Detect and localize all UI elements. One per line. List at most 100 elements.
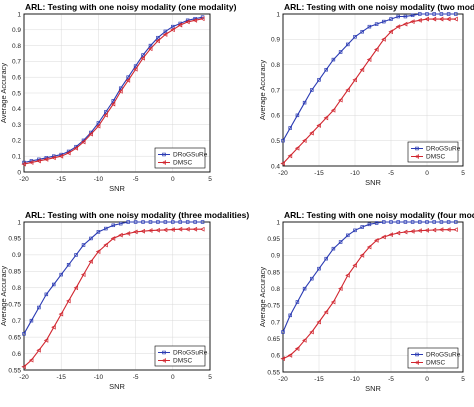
data-point-drgsure: [389, 220, 393, 224]
data-point-dmsc: [424, 227, 429, 233]
data-point-drgsure: [439, 220, 444, 224]
data-point-drgsure: [374, 221, 379, 225]
y-tick-label: 0.7: [12, 59, 21, 66]
data-point-drgsure: [295, 300, 300, 304]
data-point-dmsc: [103, 242, 108, 248]
data-point-dmsc: [366, 57, 372, 62]
data-point-dmsc: [140, 55, 145, 61]
series-line-drgsure: [23, 221, 203, 335]
data-point-dmsc: [118, 232, 123, 238]
legend-marker-drgsure: [415, 146, 419, 151]
data-point-drgsure: [281, 138, 285, 143]
data-point-dmsc: [431, 16, 437, 22]
data-point-drgsure: [295, 113, 300, 118]
data-point-drgsure: [382, 19, 386, 24]
data-point-drgsure: [353, 228, 357, 233]
data-point-dmsc: [192, 17, 198, 23]
data-point-dmsc: [28, 357, 34, 363]
x-axis-label: SNR: [365, 178, 381, 187]
x-tick-label: 0: [171, 374, 175, 381]
data-point-drgsure: [193, 220, 197, 224]
data-point-dmsc: [316, 319, 321, 325]
data-point-drgsure: [396, 220, 400, 224]
data-point-dmsc: [388, 29, 393, 35]
y-tick-label: 0.8: [12, 285, 21, 292]
y-tick-label: 1: [17, 11, 21, 18]
data-point-dmsc: [21, 161, 26, 167]
data-point-drgsure: [156, 220, 160, 224]
data-point-dmsc: [323, 115, 329, 121]
data-point-dmsc: [410, 228, 415, 234]
y-tick-label: 0.5: [12, 90, 21, 97]
x-tick-label: -20: [278, 376, 288, 383]
data-point-dmsc: [417, 228, 422, 234]
data-point-dmsc: [51, 155, 56, 161]
data-point-dmsc: [58, 311, 64, 317]
legend-label: DMSC: [426, 360, 445, 367]
data-point-drgsure: [360, 225, 364, 229]
data-point-drgsure: [346, 233, 350, 238]
data-point-drgsure: [367, 222, 372, 227]
data-point-dmsc: [73, 145, 79, 151]
data-point-drgsure: [148, 43, 153, 48]
x-tick-label: -10: [350, 170, 360, 177]
legend-label: DRᴏGSuRe: [426, 352, 461, 359]
data-point-drgsure: [126, 75, 130, 79]
data-point-drgsure: [171, 220, 175, 224]
data-point-dmsc: [66, 298, 71, 304]
legend-marker-dmsc: [414, 360, 419, 365]
data-point-dmsc: [453, 227, 458, 233]
data-point-dmsc: [294, 145, 300, 151]
y-tick-label: 1: [276, 219, 280, 226]
data-point-dmsc: [330, 107, 336, 113]
legend-marker-dmsc: [414, 154, 419, 159]
legend-label: DMSC: [173, 160, 192, 167]
data-point-drgsure: [59, 272, 63, 277]
data-point-drgsure: [331, 246, 336, 251]
y-axis-label: Average Accuracy: [0, 63, 8, 124]
series-line-dmsc: [282, 18, 456, 164]
y-tick-label: 0.8: [12, 43, 21, 50]
data-point-drgsure: [324, 67, 328, 72]
data-point-drgsure: [410, 220, 415, 224]
data-point-dmsc: [352, 77, 357, 83]
x-tick-label: 5: [208, 374, 212, 381]
y-tick-label: 0.7: [271, 87, 280, 94]
data-point-dmsc: [302, 337, 307, 343]
data-point-drgsure: [52, 282, 56, 287]
data-point-dmsc: [352, 262, 357, 268]
x-axis-label: SNR: [109, 184, 125, 193]
data-point-drgsure: [111, 223, 116, 228]
data-point-dmsc: [51, 324, 56, 330]
data-point-drgsure: [96, 230, 101, 234]
data-point-drgsure: [403, 14, 408, 19]
y-tick-label: 1: [17, 219, 21, 226]
data-point-drgsure: [324, 256, 328, 261]
data-point-drgsure: [302, 286, 307, 291]
data-point-dmsc: [345, 272, 350, 278]
x-axis-label: SNR: [365, 384, 381, 393]
data-point-drgsure: [104, 110, 108, 114]
data-point-dmsc: [309, 329, 314, 335]
data-point-dmsc: [302, 138, 307, 144]
x-tick-label: -5: [133, 374, 139, 381]
data-point-drgsure: [382, 220, 386, 224]
data-point-dmsc: [43, 338, 49, 343]
data-point-drgsure: [178, 220, 182, 224]
data-point-dmsc: [133, 229, 138, 235]
data-point-dmsc: [431, 227, 437, 233]
data-point-drgsure: [288, 313, 292, 318]
y-tick-label: 0.95: [267, 236, 280, 243]
data-point-dmsc: [133, 66, 138, 72]
data-point-drgsure: [425, 220, 429, 224]
y-tick-label: 0.55: [8, 367, 21, 374]
y-tick-label: 0.6: [12, 351, 21, 358]
data-point-dmsc: [118, 89, 123, 94]
y-tick-label: 0.5: [271, 138, 280, 145]
data-point-dmsc: [294, 346, 300, 352]
data-point-dmsc: [438, 16, 444, 22]
legend-marker-dmsc: [161, 160, 166, 165]
y-tick-label: 0.9: [271, 37, 280, 44]
data-point-dmsc: [381, 36, 386, 42]
data-point-drgsure: [22, 332, 26, 336]
